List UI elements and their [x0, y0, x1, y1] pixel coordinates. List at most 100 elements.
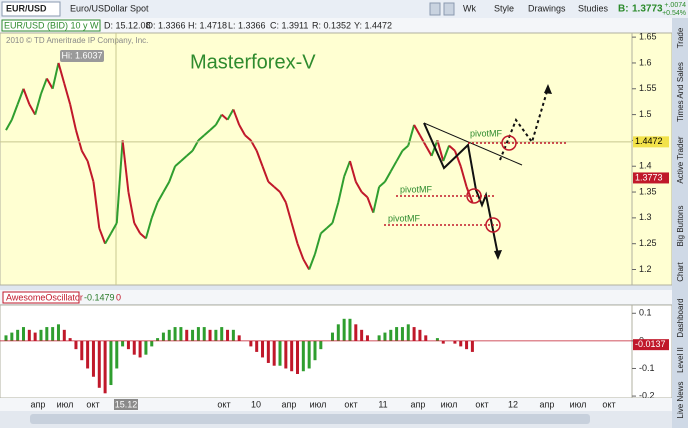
info-field: C: 1.3911 [270, 20, 308, 30]
price-segment [459, 165, 468, 188]
info-field: H: 1.4718 [188, 20, 227, 30]
osc-bar [4, 335, 8, 341]
price-segment [325, 222, 334, 229]
osc-bar [365, 335, 369, 341]
osc-bar [330, 332, 334, 341]
osc-bar [296, 340, 299, 374]
side-tabs: Trade Times And Sales Active Trader Big But… [676, 27, 685, 418]
info-field: D: 15.12.08 [104, 20, 151, 30]
osc-readout: 0 [116, 292, 121, 302]
button[interactable]: Drawings [528, 3, 566, 13]
watermark: 2010 © TD Ameritrade IP Company, Inc. [6, 36, 148, 45]
osc-bar [208, 329, 212, 341]
osc-bar [412, 327, 416, 341]
price-marker-label: 1.3773 [635, 172, 663, 182]
x-tick-label: 12 [508, 399, 518, 409]
button[interactable]: Style [494, 3, 514, 13]
x-tick-label: окт [217, 399, 230, 409]
x-tick-label: июл [57, 399, 74, 409]
price-segment [34, 93, 42, 115]
x-tick-label: окт [475, 399, 488, 409]
osc-bar [191, 329, 195, 341]
icon[interactable] [443, 2, 455, 16]
arrowhead [544, 84, 552, 94]
osc-bar [185, 329, 189, 341]
annotations [384, 84, 566, 260]
pivot-label: pivotMF [388, 213, 421, 223]
toolbar [0, 0, 688, 18]
osc-bar [249, 340, 253, 347]
price-segment [389, 160, 398, 172]
osc-bar [161, 332, 165, 341]
price-segment [104, 232, 112, 245]
price-segment [45, 77, 54, 90]
price-segment [424, 145, 433, 157]
price-segment [384, 170, 392, 183]
price-segment [354, 181, 363, 193]
osc-readout: -0.1479 [84, 292, 115, 302]
osc-bar [400, 327, 404, 341]
price-segment [221, 113, 229, 121]
osc-name-box [2, 291, 80, 304]
y-tick-label: 1.6 [639, 57, 652, 67]
price-segment [16, 88, 25, 105]
side-tab[interactable]: Trade [676, 27, 685, 48]
x-tick-label: апр [411, 399, 426, 409]
price-segment [279, 191, 287, 203]
price-segment [453, 150, 462, 167]
y-tick-label: 1.65 [639, 32, 657, 42]
osc-bar [319, 340, 323, 350]
side-tab[interactable]: Live News [676, 382, 685, 419]
side-tab[interactable]: Active Trader [676, 136, 685, 183]
scroll-thumb[interactable] [30, 414, 590, 424]
chart-title: Masterforex-V [190, 51, 316, 73]
osc-bar [255, 340, 259, 352]
osc-bar [348, 318, 352, 341]
osc-bar [266, 340, 270, 363]
price-segment [57, 62, 66, 84]
side-tab[interactable]: Level II [676, 347, 685, 373]
osc-bar [68, 338, 72, 341]
y-tick-label: 1.5 [639, 109, 652, 119]
osc-bar [179, 327, 183, 341]
osc-bar [301, 340, 305, 372]
button[interactable]: Wk [463, 3, 476, 13]
price-segment [40, 78, 48, 95]
icon[interactable] [429, 2, 441, 16]
price-marker-label: -0.0137 [635, 339, 666, 349]
osc-bar [278, 340, 282, 366]
side-tab[interactable]: Chart [676, 261, 685, 281]
button[interactable]: Studies [578, 3, 609, 13]
osc-bar [97, 340, 101, 388]
price-segment [186, 149, 194, 157]
side-tab[interactable]: Dashboard [676, 298, 685, 337]
price-segment [343, 160, 351, 177]
price-segment [209, 124, 217, 131]
symbol: EUR/USD [6, 3, 47, 13]
price-segment [69, 104, 77, 131]
price-segment [448, 144, 456, 152]
symbol-box[interactable] [1, 1, 61, 17]
price-segment [244, 134, 252, 142]
hi-label: Hi: 1.6037 [61, 50, 102, 60]
x-tick-label: апр [31, 399, 46, 409]
y-tick-label: -0.2 [639, 390, 655, 400]
price-segment [366, 196, 375, 214]
info-field: Y: 1.4472 [354, 20, 392, 30]
cursor-date-box [114, 399, 138, 410]
price-segment [121, 140, 130, 193]
osc-bar [453, 340, 457, 344]
osc-bar [167, 329, 171, 341]
price-segment [162, 181, 171, 193]
osc-bar [39, 329, 43, 341]
price-segment [238, 124, 246, 136]
price-segment [331, 202, 340, 224]
osc-bar [220, 327, 224, 341]
circle [501, 135, 517, 151]
y-tick-label: 1.3 [639, 212, 652, 222]
side-tab[interactable]: Times And Sales [676, 62, 685, 122]
osc-bar [231, 329, 235, 341]
side-tab[interactable]: Big Buttons [676, 206, 685, 247]
osc-bar [103, 340, 107, 394]
